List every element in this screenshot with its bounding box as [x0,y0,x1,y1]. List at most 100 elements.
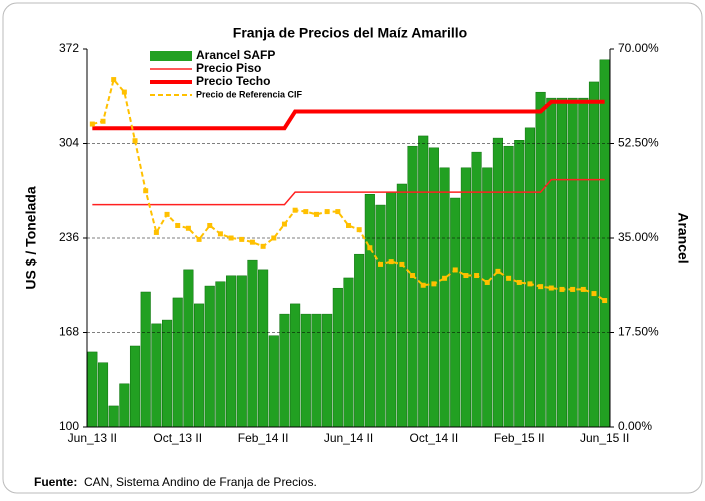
point [281,221,287,227]
line [92,178,605,206]
bar [311,313,322,428]
point [410,273,416,279]
point [506,275,512,281]
source: CAN, Sistema Andino de Franja de Precios… [84,475,317,489]
y-tick-label: 168 [59,325,79,339]
point [260,243,266,249]
y-tick-label: 100 [59,419,79,433]
point [591,291,597,297]
bar [354,253,365,428]
point [399,261,405,267]
x-tick-label: Jun_13 II [68,431,117,445]
bar [578,97,589,428]
bar [567,97,578,428]
point [249,239,255,245]
bar [556,97,568,428]
point [303,209,309,215]
legend-label: Precio Piso [196,61,261,75]
bar [194,303,205,428]
y2-tick-label: 17.50% [618,325,659,339]
y-tick-label: 236 [59,230,79,244]
point [442,275,448,281]
bar [588,81,600,428]
bar [546,97,557,428]
point [196,236,202,242]
point [484,279,490,285]
y-tick-label: 304 [59,136,79,150]
x-tick-label: Oct_13 II [153,431,202,445]
x-tick-label: Jun_14 II [324,431,373,445]
point [239,236,245,242]
point [153,229,159,235]
point [388,259,394,265]
point [143,188,149,194]
point [100,118,106,124]
bar [471,151,482,428]
bar [407,145,418,428]
point [335,209,341,215]
bar [172,297,183,428]
bar [300,313,311,428]
line [92,99,605,131]
point [324,209,330,215]
bar [428,147,439,428]
point [228,235,234,241]
bar [204,285,215,428]
point [292,207,298,213]
point [89,121,95,127]
bar [524,127,536,428]
y2-tick-label: 0.00% [618,419,652,433]
bar [87,351,98,428]
bar [151,323,162,428]
point [271,235,277,241]
bar [215,281,226,428]
bar [236,275,247,428]
point [378,261,384,267]
bar [482,167,493,428]
point [580,286,586,292]
point [132,138,138,144]
y2-tick-label: 35.00% [618,230,659,244]
legend-label: Precio Techo [196,74,270,88]
bar [279,313,290,428]
point [538,284,544,290]
point [570,286,576,292]
bar [322,313,333,428]
point [164,211,170,217]
bar [460,167,471,428]
point [185,225,191,231]
point [121,89,127,95]
point [313,211,319,217]
point [356,227,362,233]
bar [492,137,503,428]
bar [503,145,514,428]
bar [258,269,269,428]
x-tick-label: Oct_14 II [410,431,459,445]
bar [247,259,258,428]
chart-title: Franja de Precios del Maíz Amarillo [233,25,467,41]
point [602,298,608,304]
point [463,273,469,279]
point [474,273,480,279]
y2-tick-label: 70.00% [618,41,659,55]
point [175,222,181,228]
bar [375,204,386,428]
bar [332,287,343,428]
y-axis-label: US $ / Tonelada [23,186,39,289]
point [431,281,437,287]
bar [97,362,109,428]
bar [439,167,450,428]
point [346,222,351,228]
legend-swatch [150,51,192,61]
bar [450,197,461,428]
bar [129,345,141,428]
bar [161,319,173,428]
source-label: Fuente: [34,475,77,489]
bar [119,383,130,428]
point [111,77,117,83]
legend-label: Precio de Referencia CIF [196,89,303,99]
point [367,245,373,251]
bar [226,275,237,428]
bar [386,191,397,428]
